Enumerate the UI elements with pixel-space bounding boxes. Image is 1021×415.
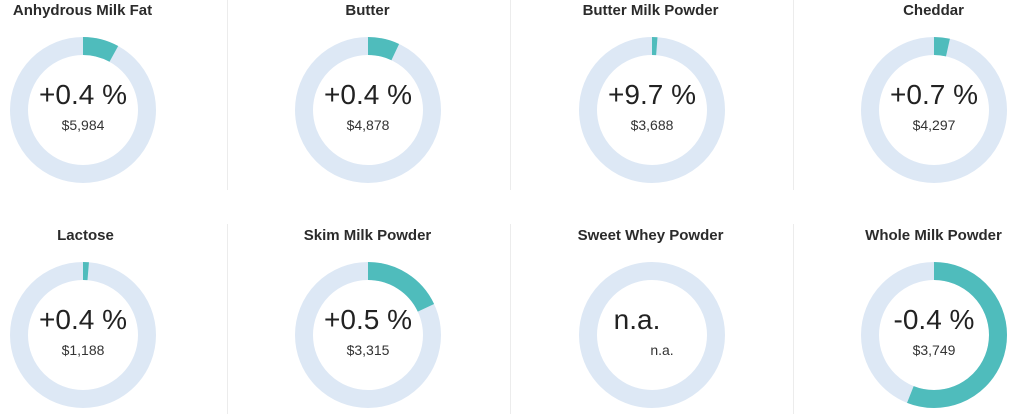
commodity-card-butter-milk-powder: Butter Milk Powder +9.7 % $3,688 [509, 0, 792, 190]
donut-chart [860, 261, 1008, 409]
donut-svg [579, 37, 725, 183]
commodity-title: Cheddar [903, 2, 964, 19]
change-percent: +0.5 % [324, 304, 412, 335]
donut-center: -0.4 % $3,749 [860, 261, 1008, 409]
donut-center: +9.7 % $3,688 [578, 36, 726, 184]
price-value: $1,188 [61, 342, 105, 358]
donut-progress-arc [861, 262, 1007, 408]
donut-progress-arc [861, 37, 1007, 183]
column-divider [227, 224, 228, 414]
change-percent: +0.4 % [39, 79, 127, 110]
donut-progress-arc [295, 262, 441, 408]
commodity-card-skim-milk-powder: Skim Milk Powder +0.5 % $3,315 [226, 225, 509, 415]
price-value: n.a. [650, 342, 674, 358]
commodity-card-lactose: Lactose +0.4 % $1,188 [0, 225, 227, 415]
commodity-title: Whole Milk Powder [865, 227, 1002, 244]
donut-center: n.a. n.a. [578, 261, 726, 409]
commodity-card-cheddar: Cheddar +0.7 % $4,297 [792, 0, 1021, 190]
commodity-title: Butter [345, 2, 390, 19]
donut-svg [295, 262, 441, 408]
change-percent: n.a. [613, 304, 661, 335]
donut-svg [10, 37, 156, 183]
change-percent: -0.4 % [893, 304, 975, 335]
commodity-card-whole-milk-powder: Whole Milk Powder -0.4 % $3,749 [792, 225, 1021, 415]
column-divider [510, 0, 511, 190]
donut-track [579, 262, 725, 408]
donut-chart [578, 261, 726, 409]
donut-svg [861, 262, 1007, 408]
price-value: $5,984 [61, 117, 105, 133]
change-percent: +9.7 % [608, 79, 696, 110]
donut-svg [295, 37, 441, 183]
donut-center: +0.4 % $5,984 [9, 36, 157, 184]
donut-center: +0.5 % $3,315 [294, 261, 442, 409]
donut-progress-arc [10, 262, 156, 408]
commodity-title: Sweet Whey Powder [577, 227, 724, 244]
commodity-title: Butter Milk Powder [582, 2, 719, 19]
column-divider [510, 224, 511, 414]
donut-progress-arc [579, 37, 725, 183]
price-value: $3,688 [630, 117, 674, 133]
price-value: $4,297 [912, 117, 956, 133]
change-percent: +0.4 % [39, 304, 127, 335]
commodity-card-anhydrous-milk-fat: Anhydrous Milk Fat +0.4 % $5,984 [0, 0, 224, 190]
donut-chart [578, 36, 726, 184]
price-value: $3,315 [346, 342, 390, 358]
donut-svg [579, 262, 725, 408]
column-divider [793, 224, 794, 414]
donut-progress-arc [295, 37, 441, 183]
commodity-title: Anhydrous Milk Fat [12, 2, 153, 19]
donut-center: +0.4 % $4,878 [294, 36, 442, 184]
donut-svg [10, 262, 156, 408]
donut-chart [860, 36, 1008, 184]
commodity-card-butter: Butter +0.4 % $4,878 [226, 0, 509, 190]
column-divider [793, 0, 794, 190]
donut-center: +0.4 % $1,188 [9, 261, 157, 409]
change-percent: +0.4 % [324, 79, 412, 110]
donut-chart [9, 261, 157, 409]
donut-progress-arc [10, 37, 156, 183]
price-value: $4,878 [346, 117, 390, 133]
price-value: $3,749 [912, 342, 956, 358]
donut-chart [9, 36, 157, 184]
donut-svg [861, 37, 1007, 183]
column-divider [227, 0, 228, 190]
commodity-card-sweet-whey-powder: Sweet Whey Powder n.a. n.a. [509, 225, 792, 415]
donut-chart [294, 36, 442, 184]
donut-chart [294, 261, 442, 409]
donut-center: +0.7 % $4,297 [860, 36, 1008, 184]
commodity-title: Skim Milk Powder [303, 227, 432, 244]
commodity-title: Lactose [57, 227, 114, 244]
change-percent: +0.7 % [890, 79, 978, 110]
